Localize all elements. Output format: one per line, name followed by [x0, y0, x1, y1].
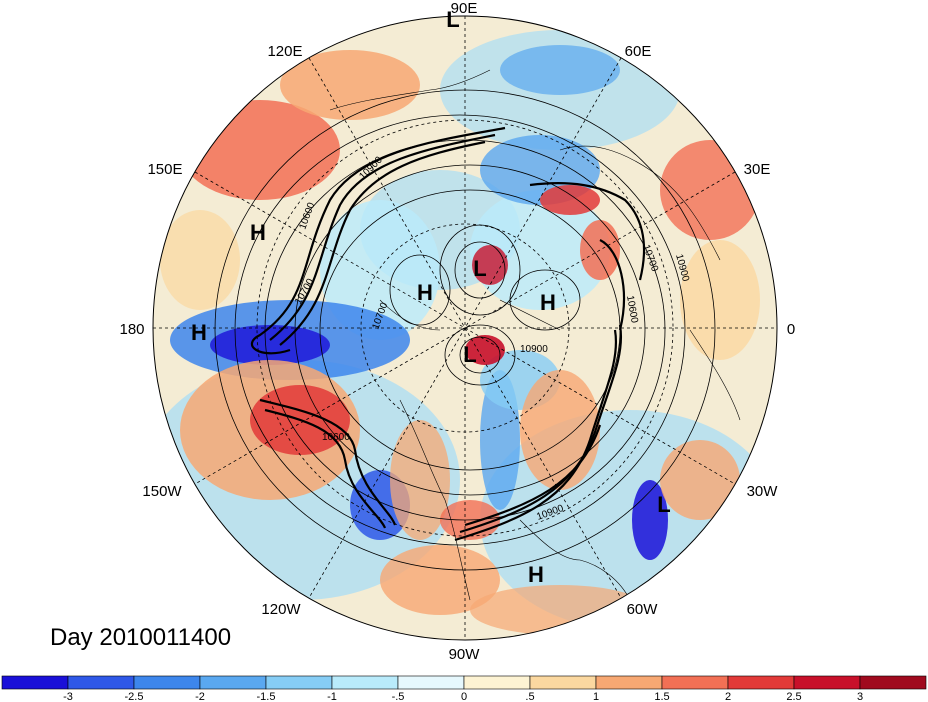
pressure-center-label: L: [446, 7, 459, 32]
contour-label: 10600: [624, 295, 640, 325]
colorbar-tick-label: 2: [725, 691, 731, 702]
pressure-center-label: H: [250, 220, 266, 245]
colorbar-segment: [397, 675, 465, 690]
colorbar-segment: [199, 675, 267, 690]
date-label: Day 2010011400: [50, 624, 231, 651]
colorbar-segment: [67, 675, 135, 690]
colorbar-tick-label: -.5: [392, 691, 405, 702]
coastlines: [329, 69, 741, 601]
colorbar: -3 -2.5 -2 -1.5 -1 -.5 0 .5 1 1.5 2 2.5 3: [1, 675, 927, 702]
colorbar-segment: [727, 675, 795, 690]
colorbar-segment: [331, 675, 399, 690]
colorbar-tick-label: .5: [525, 691, 534, 702]
colorbar-tick-label: 1.5: [654, 691, 669, 702]
lon-label-60w: 60W: [627, 601, 659, 618]
colorbar-segment: [1, 675, 69, 690]
colorbar-segment: [661, 675, 729, 690]
colorbar-segment: [793, 675, 861, 690]
contour-label: 10600: [322, 432, 350, 443]
colorbar-tick-label: -2.5: [125, 691, 144, 702]
colorbar-tick-label: 3: [857, 691, 863, 702]
lon-label-30w: 30W: [747, 483, 779, 500]
pressure-center-label: L: [657, 492, 670, 517]
colorbar-segment: [859, 675, 927, 690]
colorbar-segment: [595, 675, 663, 690]
colorbar-tick-label: -2: [195, 691, 205, 702]
lon-label-150w: 150W: [142, 483, 182, 500]
lon-label-90w: 90W: [449, 646, 481, 663]
pressure-centers: L H H L H L H L H: [191, 7, 671, 587]
pressure-center-label: L: [463, 342, 476, 367]
lon-label-90e: 90E: [451, 0, 478, 17]
colorbar-segment: [133, 675, 201, 690]
longitude-labels: 90E 60E 30E 0 30W 60W 90W 120W 150W 180 …: [119, 0, 795, 663]
pressure-center-label: L: [473, 256, 486, 281]
colorbar-tick-label: 1: [593, 691, 599, 702]
lon-label-120e: 120E: [267, 43, 302, 60]
lon-label-180: 180: [119, 321, 144, 338]
lon-label-0: 0: [787, 321, 795, 338]
colorbar-tick-label: -3: [63, 691, 73, 702]
map-boundary: [152, 15, 778, 641]
colorbar-tick-label: 0: [461, 691, 467, 702]
colorbar-tick-label: -1: [327, 691, 337, 702]
colorbar-segment: [265, 675, 333, 690]
lon-label-120w: 120W: [261, 601, 301, 618]
contour-label: 10900: [520, 344, 548, 355]
colorbar-segment: [529, 675, 597, 690]
pressure-center-label: H: [540, 290, 556, 315]
lon-label-30e: 30E: [744, 161, 771, 178]
pressure-center-label: H: [191, 320, 207, 345]
pressure-center-label: H: [417, 280, 433, 305]
pressure-center-label: H: [528, 562, 544, 587]
lon-label-60e: 60E: [625, 43, 652, 60]
lon-label-150e: 150E: [147, 161, 182, 178]
colorbar-tick-label: 2.5: [786, 691, 801, 702]
jet-stream-contours: [251, 126, 646, 542]
colorbar-segment: [463, 675, 531, 690]
colorbar-tick-label: -1.5: [257, 691, 276, 702]
